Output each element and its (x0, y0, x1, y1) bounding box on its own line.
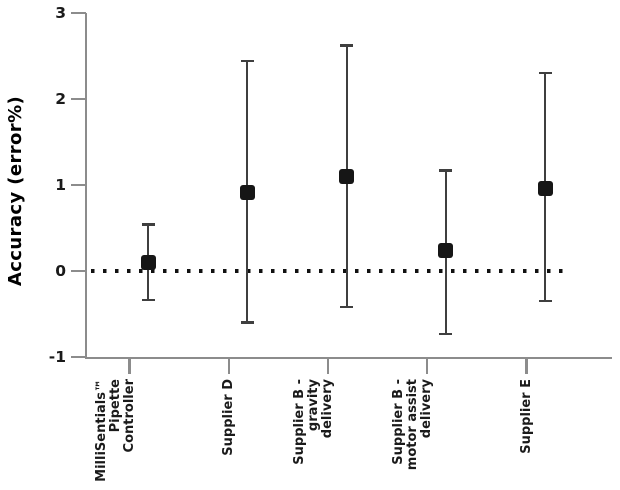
zero-reference-line (91, 269, 567, 273)
data-point-marker (339, 168, 354, 184)
x-axis-tick (326, 358, 330, 374)
y-axis-line (84, 13, 87, 359)
error-bar-cap-bottom (141, 299, 155, 302)
x-category-label: Supplier D (220, 379, 236, 456)
error-bar-cap-bottom (439, 332, 453, 335)
x-category-label: Supplier E (518, 379, 534, 454)
x-axis-tick (525, 358, 528, 374)
data-point-marker (239, 185, 255, 201)
y-axis-tick-label: 3 (55, 4, 66, 22)
data-point-marker (140, 254, 156, 270)
x-axis-tick (128, 358, 131, 374)
y-axis-title: Accuracy (error%) (5, 95, 26, 287)
x-axis-line (84, 357, 612, 360)
y-axis-tick (71, 97, 86, 101)
y-axis-tick-label: 1 (55, 176, 66, 194)
y-axis-tick (71, 355, 86, 359)
x-category-label: MilliSentials™ Pipette Controller (93, 379, 137, 482)
error-bar-cap-bottom (538, 299, 552, 303)
x-axis-tick (227, 358, 230, 374)
error-bar-cap-top (340, 44, 353, 47)
error-bar-cap-top (141, 223, 155, 226)
x-category-label: Supplier B - motor assist delivery (391, 379, 435, 471)
y-axis-tick (71, 11, 86, 15)
y-axis-tick-label: 2 (55, 90, 66, 108)
data-point-marker (537, 180, 553, 196)
error-bar-cap-top (240, 59, 254, 63)
error-bar-cap-bottom (240, 321, 254, 324)
error-bar-cap-top (538, 72, 552, 75)
x-axis-tick (426, 358, 429, 374)
y-axis-tick-label: -1 (48, 348, 66, 366)
y-axis-tick (71, 183, 86, 187)
y-axis-tick-label: 0 (55, 262, 66, 280)
y-axis-tick (71, 269, 86, 273)
error-bar-cap-bottom (340, 305, 353, 309)
x-category-label: Supplier B - gravity delivery (292, 379, 335, 465)
data-point-marker (438, 242, 454, 258)
error-bar-cap-top (439, 169, 453, 172)
